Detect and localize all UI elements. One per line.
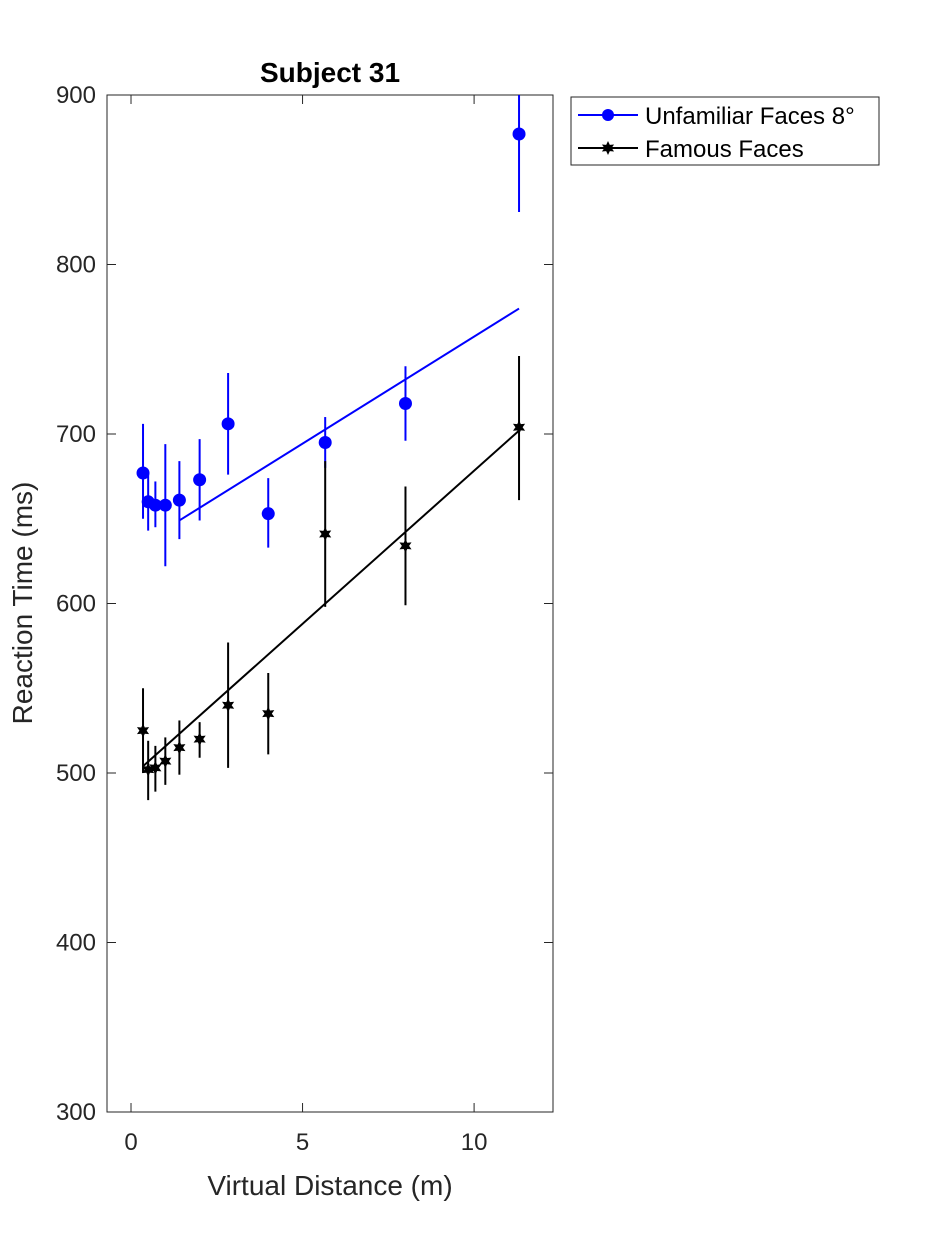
fit-line-unfamiliar — [178, 307, 520, 522]
y-tick-label: 500 — [56, 760, 96, 787]
data-point-unfamiliar — [158, 498, 172, 512]
data-point-unfamiliar — [221, 417, 235, 431]
axes-box — [106, 94, 554, 1113]
data-point-famous — [136, 723, 150, 738]
data-point-famous — [319, 527, 332, 541]
y-tick-label: 400 — [56, 930, 96, 957]
data-point-unfamiliar — [261, 507, 275, 521]
data-point-famous — [149, 760, 162, 775]
plot-area — [136, 95, 526, 801]
data-point-unfamiliar — [512, 127, 526, 141]
y-tick-label: 600 — [56, 591, 96, 618]
chart-title: Subject 31 — [260, 57, 400, 88]
data-point-famous — [222, 698, 235, 713]
data-point-famous — [262, 706, 275, 721]
y-tick-label: 800 — [56, 252, 96, 279]
data-point-unfamiliar — [172, 493, 186, 507]
x-axis-label: Virtual Distance (m) — [207, 1170, 452, 1201]
y-tick-label: 300 — [56, 1099, 96, 1126]
y-axis-label: Reaction Time (ms) — [7, 482, 38, 725]
data-point-famous — [142, 762, 155, 777]
series-unfamiliar — [136, 95, 526, 567]
y-tick-label: 900 — [56, 82, 96, 109]
data-point-famous — [193, 732, 206, 747]
x-tick-label: 5 — [296, 1129, 309, 1156]
series-famous — [136, 356, 526, 801]
legend-label-famous: Famous Faces — [645, 136, 804, 163]
data-point-unfamiliar — [148, 498, 162, 512]
data-point-unfamiliar — [193, 473, 207, 487]
fit-line-famous — [142, 429, 520, 767]
legend-box — [570, 96, 880, 166]
data-point-unfamiliar — [398, 396, 412, 410]
data-point-unfamiliar — [318, 435, 332, 449]
y-tick-label: 700 — [56, 421, 96, 448]
legend-marker-unfamiliar — [602, 109, 614, 121]
legend: Unfamiliar Faces 8° Famous Faces — [570, 96, 880, 166]
x-tick-label: 0 — [124, 1129, 137, 1156]
axis-ticks: 300 400 500 600 700 800 900 0 5 10 — [56, 82, 553, 1156]
data-point-famous — [173, 740, 186, 755]
axes-frame — [106, 94, 554, 1113]
data-point-unfamiliar — [136, 466, 150, 480]
legend-marker-famous — [601, 141, 615, 155]
legend-entry-unfamiliar: Unfamiliar Faces 8° — [578, 103, 855, 130]
legend-label-unfamiliar: Unfamiliar Faces 8° — [645, 103, 855, 130]
data-point-famous — [512, 420, 526, 435]
legend-entry-famous: Famous Faces — [578, 136, 804, 163]
data-point-famous — [159, 754, 172, 769]
data-point-famous — [399, 538, 412, 553]
x-tick-label: 10 — [461, 1129, 488, 1156]
